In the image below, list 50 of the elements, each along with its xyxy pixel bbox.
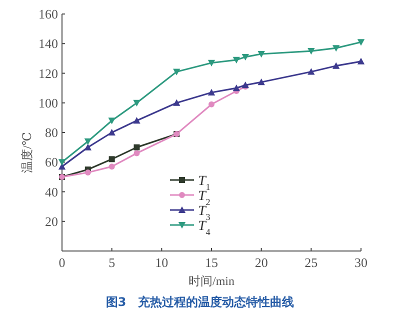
legend-label: T$_{2}$: [198, 189, 211, 207]
point: [84, 138, 92, 145]
legend-label: T$_{4}$: [198, 219, 211, 237]
x-axis-title: 时间/min: [188, 274, 235, 288]
point: [242, 54, 249, 61]
point: [108, 164, 115, 170]
point: [232, 56, 240, 64]
y-tick-label: 120: [38, 66, 58, 81]
point: [258, 78, 265, 86]
point: [108, 118, 116, 124]
x-tick-label: 0: [58, 255, 66, 270]
point: [332, 62, 340, 69]
point: [108, 156, 115, 162]
legend-label: T$_{3}$: [198, 204, 211, 222]
point: [357, 39, 365, 46]
point: [357, 58, 365, 64]
x-tick-label: 10: [155, 255, 168, 270]
caption: 图3 充热过程的温度动态特性曲线: [106, 295, 294, 309]
y-tick-label: 20: [45, 214, 58, 229]
point: [173, 99, 180, 106]
legend-label: T$_{1}$: [198, 174, 210, 192]
x-tick-label: 25: [304, 255, 318, 270]
point: [134, 150, 140, 156]
x-tick-label: 5: [108, 255, 116, 270]
y-tick-label: 160: [38, 6, 58, 22]
x-tick-label: 20: [254, 255, 268, 270]
y-tick-label: 100: [38, 95, 58, 110]
point: [58, 159, 66, 166]
y-axis-title: 温度/℃: [20, 132, 34, 173]
point: [232, 84, 240, 92]
point: [208, 88, 216, 96]
x-tick-label: 30: [354, 255, 368, 270]
point: [308, 48, 315, 55]
point: [208, 60, 216, 66]
point: [308, 68, 315, 75]
y-tick-label: 40: [45, 184, 58, 200]
point: [133, 100, 140, 106]
point: [133, 117, 140, 124]
point: [108, 128, 116, 136]
y-tick-label: 60: [45, 154, 58, 170]
y-tick-label: 80: [45, 125, 58, 140]
point: [208, 101, 214, 108]
point: [134, 144, 140, 150]
y-tick-label: 140: [38, 36, 58, 52]
point: [173, 68, 180, 76]
point: [84, 169, 91, 176]
point: [84, 144, 92, 150]
point: [258, 50, 265, 58]
x-tick-label: 15: [205, 255, 218, 270]
point: [332, 45, 340, 52]
